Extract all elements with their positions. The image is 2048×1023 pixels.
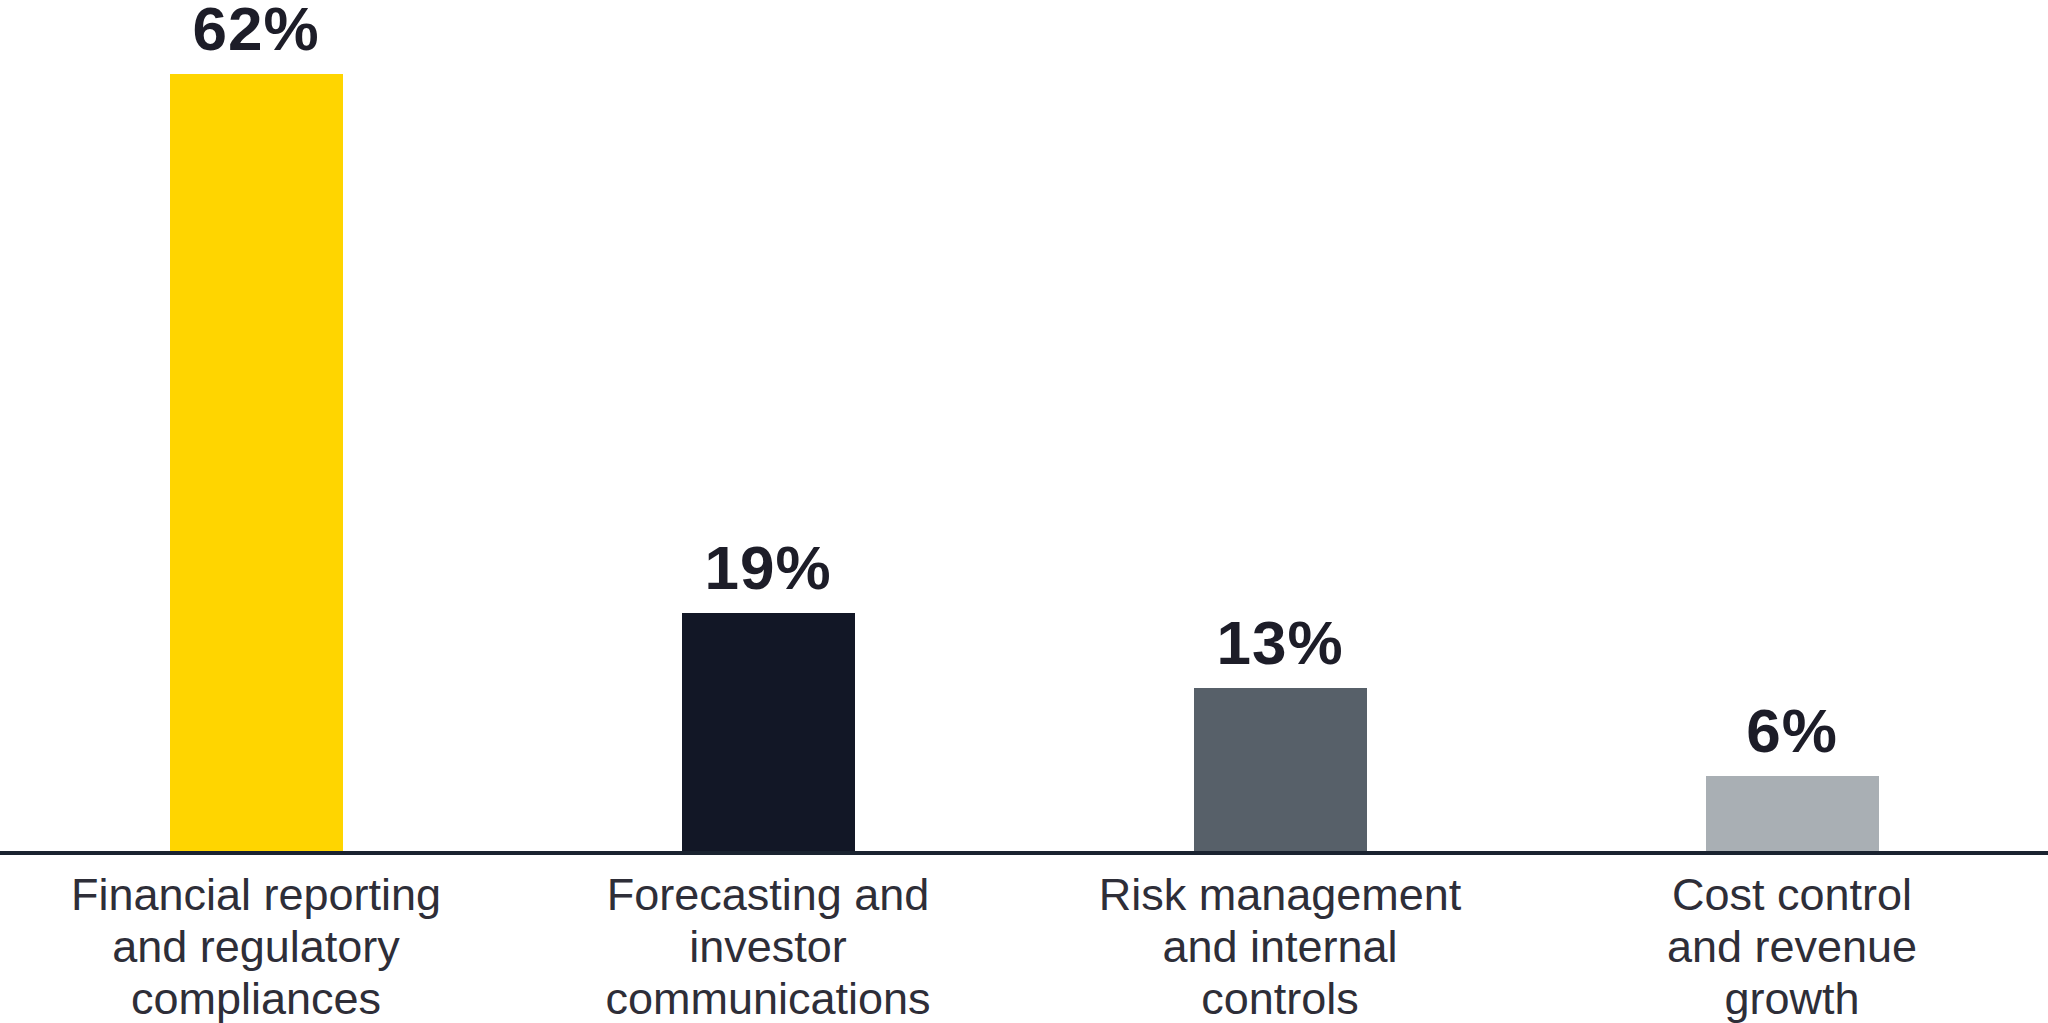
bar-group: 13%: [1024, 612, 1536, 851]
bar: [1706, 776, 1879, 851]
category-label: Financial reporting and regulatory compl…: [0, 869, 512, 1023]
bar-value-label: 6%: [1746, 700, 1838, 762]
bar-group: 6%: [1536, 700, 2048, 851]
bar-group: 19%: [512, 537, 1024, 851]
x-axis-labels: Financial reporting and regulatory compl…: [0, 869, 2048, 1023]
x-axis-line: [0, 851, 2048, 855]
bar: [682, 613, 855, 851]
plot-area: 62% 19% 13% 6%: [0, 0, 2048, 851]
bar-group: 62%: [0, 0, 512, 851]
bar-chart: 62% 19% 13% 6% Financial reporting and regu…: [0, 0, 2048, 1023]
category-label: Cost control and revenue growth: [1536, 869, 2048, 1023]
bar: [170, 74, 343, 851]
bar-value-label: 62%: [192, 0, 319, 60]
bar-value-label: 13%: [1216, 612, 1343, 674]
bar-value-label: 19%: [704, 537, 831, 599]
bar: [1194, 688, 1367, 851]
category-label: Forecasting and investor communications: [512, 869, 1024, 1023]
category-label: Risk management and internal controls: [1024, 869, 1536, 1023]
